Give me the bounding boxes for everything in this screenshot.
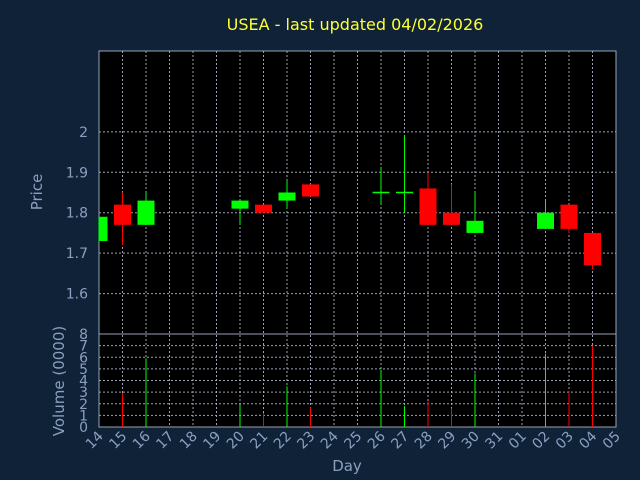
candle-body	[466, 220, 484, 233]
candle-body	[255, 204, 272, 213]
x-tick-label: 01	[506, 429, 530, 453]
volume-axis-label: Volume (0000)	[50, 326, 68, 436]
x-tick-label: 29	[435, 429, 459, 453]
x-tick-label: 23	[294, 429, 318, 453]
price-tick-label: 1.6	[66, 287, 88, 303]
candle-body	[137, 200, 155, 225]
volume-tick-label: 2	[79, 397, 88, 413]
x-tick-label: 31	[482, 429, 506, 453]
x-tick-label: 24	[318, 428, 342, 452]
candle-body	[372, 191, 390, 194]
candle-body	[114, 204, 131, 225]
x-tick-label: 17	[153, 429, 177, 453]
candle-body	[584, 232, 601, 266]
candle-body	[419, 188, 437, 225]
x-tick-label: 02	[529, 429, 553, 453]
volume-tick-label: 0	[79, 420, 88, 436]
candle-body	[231, 200, 249, 209]
chart-title: USEA - last updated 04/02/2026	[227, 15, 484, 34]
price-tick-label: 1.8	[66, 206, 88, 222]
candle-body	[560, 204, 578, 229]
x-tick-label: 05	[600, 429, 624, 453]
candle-body	[302, 184, 319, 197]
price-tick-label: 1.9	[66, 165, 88, 181]
x-tick-label: 04	[576, 428, 600, 452]
x-tick-label: 19	[200, 429, 224, 453]
price-tick-label: 1.7	[66, 246, 88, 262]
x-tick-label: 15	[106, 429, 130, 453]
price-axis-label: Price	[28, 174, 46, 211]
x-tick-label: 26	[365, 428, 389, 452]
candle-body	[278, 192, 296, 201]
volume-tick-label: 4	[79, 374, 88, 390]
x-tick-label: 30	[459, 429, 483, 453]
volume-tick-label: 5	[79, 362, 88, 378]
x-tick-label: 16	[130, 428, 154, 452]
x-tick-label: 27	[388, 429, 412, 453]
grid	[98, 50, 617, 428]
x-axis-label: Day	[332, 457, 362, 475]
volume-tick-label: 7	[79, 339, 88, 355]
volume-tick-label: 8	[79, 327, 88, 343]
volume-tick-label: 3	[79, 385, 88, 401]
candle-body	[443, 212, 460, 225]
x-tick-label: 20	[224, 429, 248, 453]
x-tick-label: 25	[341, 429, 365, 453]
x-tick-label: 18	[177, 429, 201, 453]
price-tick-label: 2	[79, 125, 88, 141]
x-tick-label: 22	[271, 429, 295, 453]
volume-tick-label: 1	[79, 408, 88, 424]
x-tick-label: 03	[553, 429, 577, 453]
marks	[98, 135, 601, 427]
candle-body	[537, 212, 554, 229]
volume-panel-border	[98, 333, 617, 428]
candle-body	[99, 216, 108, 242]
volume-tick-label: 6	[79, 350, 88, 366]
candle-body	[396, 191, 413, 194]
x-tick-label: 28	[412, 429, 436, 453]
x-tick-label: 21	[247, 429, 271, 453]
